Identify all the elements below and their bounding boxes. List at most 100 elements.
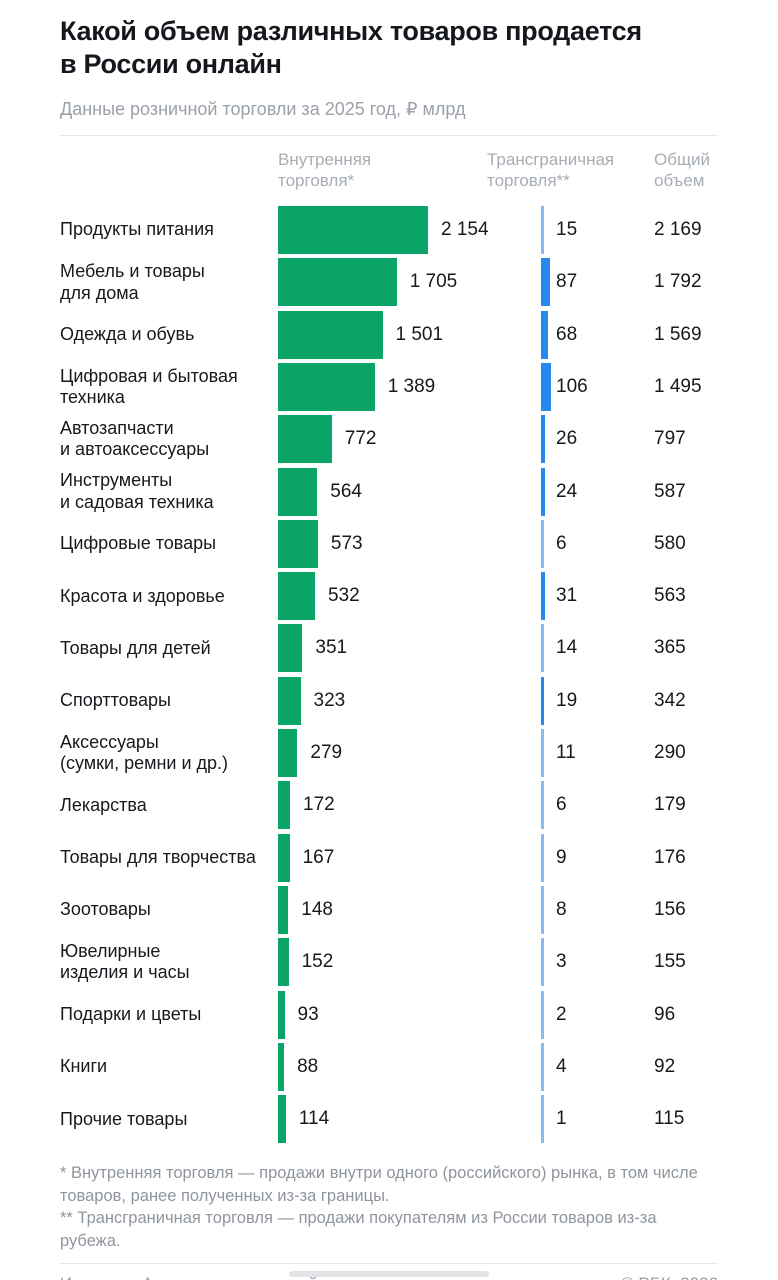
footnote-domestic: * Внутренняя торговля — продажи внутри о… [60,1164,698,1205]
category-label: Лекарства [60,794,147,815]
total-value: 96 [654,1003,676,1025]
cross-border-value: 8 [556,898,567,920]
chart-row: Продукты питания 2 154 15 2 169 [60,204,718,256]
cross-border-value: 87 [556,271,578,293]
cross-border-value: 1 [556,1108,567,1130]
cross-border-bar [541,310,549,359]
cross-border-value: 6 [556,532,567,554]
total-value: 365 [654,637,686,659]
cross-border-bar [541,572,546,621]
total-value: 580 [654,532,686,554]
cross-border-value: 26 [556,428,578,450]
chart-row: Прочие товары 114 1 115 [60,1093,718,1145]
source-credit: Источник: Ассоциация компаний интернет-т… [60,1273,469,1280]
total-value: 2 169 [654,219,702,241]
cross-border-bar [541,1095,544,1144]
cross-border-value: 68 [556,323,578,345]
chart-row: Инструменты и садовая техника 564 24 587 [60,466,718,518]
total-value: 92 [654,1055,676,1077]
chart-row: Товары для детей 351 14 365 [60,622,718,674]
total-value: 115 [654,1108,685,1130]
cross-border-value: 4 [556,1055,567,1077]
cross-border-value: 31 [556,585,578,607]
total-value: 797 [654,428,686,450]
cross-border-bar [541,467,545,516]
domestic-bar [278,362,375,411]
category-label: Спорттовары [60,690,171,711]
chart-row: Книги 88 4 92 [60,1041,718,1093]
domestic-bar [278,729,298,778]
category-label: Красота и здоровье [60,585,225,606]
cross-border-bar [541,362,551,411]
cross-border-bar [541,833,544,882]
domestic-value: 323 [313,689,346,711]
domestic-value: 279 [310,742,343,764]
domestic-value: 148 [301,898,333,920]
chart-row: Одежда и обувь 1 501 68 1 569 [60,309,718,361]
domestic-bar [278,938,289,987]
header-divider [60,135,718,137]
cross-border-bar [541,938,544,987]
chart-row: Цифровая и бытовая техника 1 389 106 1 4… [60,361,718,413]
domestic-bar [278,206,428,255]
domestic-value: 88 [297,1055,319,1077]
footer: Источник: Ассоциация компаний интернет-т… [60,1273,718,1280]
domestic-bar [278,258,397,307]
category-label: Инструменты и садовая техника [60,470,214,512]
cross-border-bar [541,624,544,673]
total-value: 290 [654,742,686,764]
cross-border-value: 9 [556,846,567,868]
category-label: Товары для творчества [60,847,256,868]
domestic-bar [278,1095,286,1144]
domestic-value: 1 389 [387,375,436,397]
cross-border-value: 14 [556,637,578,659]
chart-row: Автозапчасти и автоаксессуары 772 26 797 [60,413,718,465]
total-value: 1 792 [654,271,702,293]
domestic-bar [278,1042,285,1091]
footnotes: * Внутренняя торговля — продажи внутри о… [60,1162,718,1252]
category-label: Ювелирные изделия и часы [60,940,190,983]
domestic-bar [278,781,290,830]
cross-border-bar [541,990,544,1039]
total-value: 563 [654,585,686,607]
domestic-value: 573 [330,532,363,554]
domestic-value: 564 [330,480,362,502]
category-label: Прочие товары [60,1108,188,1129]
footnote-cross-border: ** Трансграничная торговля — продажи пок… [60,1209,657,1250]
domestic-value: 772 [344,428,377,450]
column-header-domestic: Внутренняя торговля* [278,150,372,191]
chart-row: Красота и здоровье 532 31 563 [60,570,718,622]
category-label: Подарки и цветы [60,1003,202,1024]
chart-row: Спорттовары 323 19 342 [60,675,718,727]
domestic-value: 1 501 [395,323,444,345]
total-value: 156 [654,898,686,920]
cross-border-bar [541,885,544,934]
domestic-value: 93 [297,1003,319,1025]
cross-border-value: 19 [556,689,578,711]
chart-row: Подарки и цветы 93 2 96 [60,989,718,1041]
cross-border-bar [541,415,545,464]
domestic-value: 114 [298,1108,330,1130]
cross-border-value: 24 [556,480,578,502]
category-label: Зоотовары [60,899,151,920]
domestic-bar [278,310,383,359]
domestic-bar [278,519,318,568]
category-label: Мебель и товары для дома [60,261,205,303]
chart-row: Цифровые товары 573 6 580 [60,518,718,570]
domestic-bar [278,990,285,1039]
total-value: 587 [654,480,686,502]
chart-row: Ювелирные изделия и часы 152 3 155 [60,936,718,988]
total-value: 1 495 [654,375,702,397]
cross-border-bar [541,729,544,778]
domestic-bar [278,833,290,882]
cross-border-bar [541,676,545,725]
column-headers: Внутренняя торговля* Трансграничная торг… [60,136,718,204]
domestic-bar [278,415,332,464]
chart-row: Лекарства 172 6 179 [60,779,718,831]
domestic-bar [278,572,315,621]
domestic-value: 1 705 [409,271,458,293]
domestic-bar [278,624,303,673]
domestic-value: 2 154 [441,219,489,241]
cross-border-value: 3 [556,951,567,973]
cross-border-bar [541,781,544,830]
